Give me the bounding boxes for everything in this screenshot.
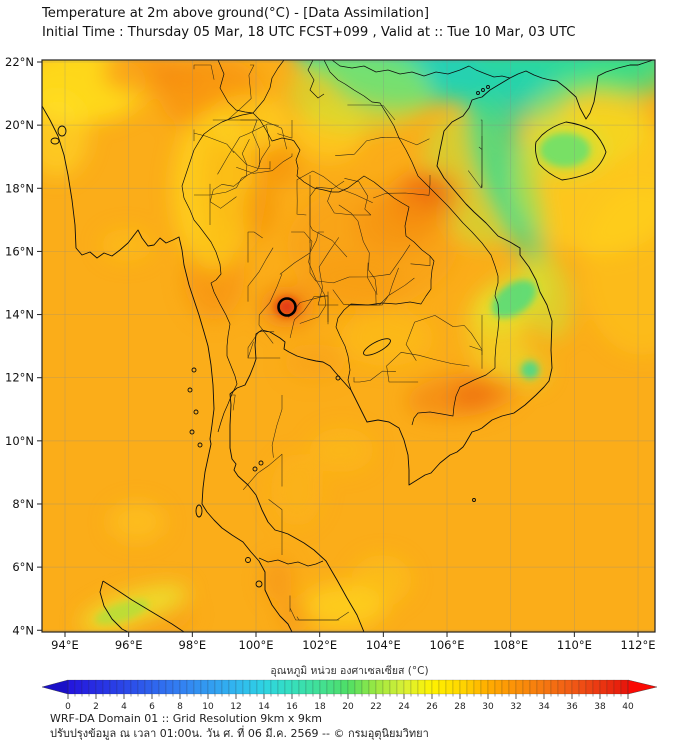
lat-tick-label: 10°N bbox=[5, 434, 34, 448]
colorbar-tick-label: 24 bbox=[398, 702, 410, 712]
colorbar-label: อุณหภูมิ หน่วย องศาเซลเซียส (°C) bbox=[270, 665, 429, 677]
colorbar-tick-labels: 0 2 4 6 8 10 12 14 16 18 20 22 24 26 28 30 32 34 36 38 40 bbox=[65, 702, 634, 712]
colorbar-tick-label: 10 bbox=[202, 702, 214, 712]
colorbar-tick-label: 18 bbox=[314, 702, 326, 712]
colorbar-tick-label: 6 bbox=[149, 702, 155, 712]
lat-tick-label: 12°N bbox=[5, 371, 34, 385]
colorbar: 0 2 4 6 8 10 12 14 16 18 20 22 24 26 28 30 32 34 36 38 40 bbox=[41, 679, 658, 712]
lon-tick-label: 96°E bbox=[115, 638, 143, 652]
coastline bbox=[42, 60, 654, 632]
colorbar-tick-label: 14 bbox=[258, 702, 270, 712]
station-marker bbox=[277, 297, 297, 317]
lat-tick-label: 20°N bbox=[5, 118, 34, 132]
colorbar-tick-label: 38 bbox=[594, 702, 606, 712]
figure-subtitle-initial-time: Initial Time : Thursday 05 Mar, 18 UTC F… bbox=[42, 25, 576, 40]
lon-tick-label: 102°E bbox=[302, 638, 337, 652]
colorbar-tick-label: 22 bbox=[370, 702, 381, 712]
grid-lines bbox=[42, 60, 655, 632]
colorbar-left-arrow bbox=[41, 679, 69, 695]
colorbar-tick-label: 2 bbox=[93, 702, 99, 712]
lat-tick-label: 6°N bbox=[12, 560, 34, 574]
lon-tick-label: 110°E bbox=[557, 638, 592, 652]
axis-ticks bbox=[37, 61, 639, 637]
colorbar-tick-label: 0 bbox=[65, 702, 71, 712]
colorbar-tick-label: 12 bbox=[230, 702, 241, 712]
lon-tick-label: 100°E bbox=[239, 638, 274, 652]
lon-tick-label: 112°E bbox=[621, 638, 656, 652]
colorbar-tick-label: 32 bbox=[510, 702, 521, 712]
footer: WRF-DA Domain 01 :: Grid Resolution 9km … bbox=[50, 711, 429, 741]
map-frame bbox=[41, 59, 656, 633]
lon-tick-label: 108°E bbox=[493, 638, 528, 652]
colorbar-tick-label: 26 bbox=[426, 702, 438, 712]
colorbar-tick-label: 30 bbox=[482, 702, 494, 712]
colorbar-tick-label: 20 bbox=[342, 702, 354, 712]
lat-tick-label: 4°N bbox=[12, 623, 34, 637]
colorbar-tick-label: 28 bbox=[454, 702, 466, 712]
lon-tick-label: 98°E bbox=[179, 638, 207, 652]
lon-tick-label: 106°E bbox=[430, 638, 465, 652]
colorbar-tick-label: 36 bbox=[566, 702, 578, 712]
colorbar-segments bbox=[67, 679, 629, 695]
footer-line-domain: WRF-DA Domain 01 :: Grid Resolution 9km … bbox=[50, 712, 322, 725]
colorbar-tick-label: 34 bbox=[538, 702, 550, 712]
lat-tick-label: 18°N bbox=[5, 181, 34, 195]
lon-tick-label: 94°E bbox=[51, 638, 79, 652]
colorbar-tick-label: 16 bbox=[286, 702, 298, 712]
figure-title: Temperature at 2m above ground(°C) - [Da… bbox=[42, 6, 430, 21]
temperature-field bbox=[42, 60, 655, 632]
latitude-axis: 22°N 20°N 18°N 16°N 14°N 12°N 10°N 8°N 6°N 4°N bbox=[5, 55, 34, 637]
lat-tick-label: 16°N bbox=[5, 244, 34, 258]
lon-tick-label: 104°E bbox=[366, 638, 401, 652]
colorbar-tick-label: 8 bbox=[177, 702, 183, 712]
colorbar-tick-label: 4 bbox=[121, 702, 127, 712]
longitude-axis: 94°E 96°E 98°E 100°E 102°E 104°E 106°E 108°E 110… bbox=[51, 638, 655, 652]
lat-tick-label: 14°N bbox=[5, 308, 34, 322]
temperature-map: 22°N 20°N 18°N 16°N 14°N 12°N 10°N 8°N 6°N 4°N 94… bbox=[5, 55, 656, 652]
lat-tick-label: 8°N bbox=[12, 497, 34, 511]
footer-line-update: ปรับปรุงข้อมูล ณ เวลา 01:00น. วัน ศ. ที่… bbox=[50, 727, 429, 740]
country-borders bbox=[181, 60, 511, 567]
colorbar-tick-label: 40 bbox=[622, 702, 634, 712]
colorbar-right-arrow bbox=[627, 679, 658, 695]
colorbar-ticks bbox=[67, 694, 629, 699]
lat-tick-label: 22°N bbox=[5, 55, 34, 69]
